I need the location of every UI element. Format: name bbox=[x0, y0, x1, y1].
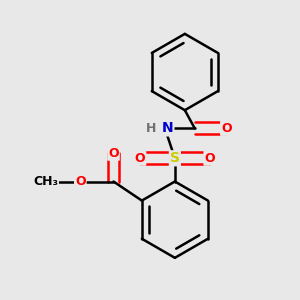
Text: O: O bbox=[135, 152, 146, 165]
Text: CH₃: CH₃ bbox=[33, 175, 58, 188]
Text: H: H bbox=[146, 122, 156, 135]
Text: O: O bbox=[75, 175, 86, 188]
Text: O: O bbox=[108, 147, 119, 160]
Text: O: O bbox=[221, 122, 232, 135]
Text: N: N bbox=[162, 122, 173, 135]
Text: O: O bbox=[204, 152, 215, 165]
Text: S: S bbox=[170, 151, 180, 165]
